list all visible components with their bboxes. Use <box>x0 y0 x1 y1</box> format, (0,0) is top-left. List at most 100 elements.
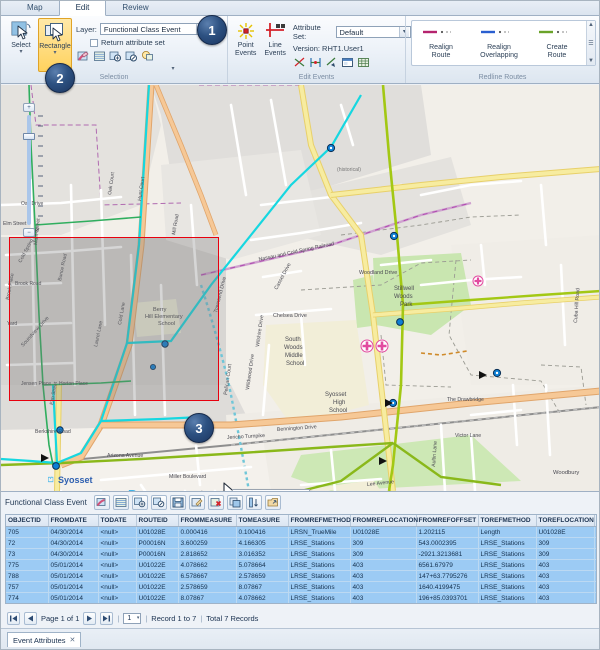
cell-tomeasure[interactable]: 0.100416 <box>236 526 289 538</box>
retire-event-icon[interactable] <box>325 55 339 69</box>
map-canvas[interactable]: Main Street Cold Spring Road Brook Road … <box>1 85 599 491</box>
cell-frommeasure[interactable]: 8.07867 <box>178 592 237 603</box>
scroll-down-icon[interactable]: ▼ <box>588 58 594 64</box>
tab-review[interactable]: Review <box>122 3 149 12</box>
next-page-button[interactable] <box>83 611 97 625</box>
cell-todate[interactable]: <null> <box>98 570 137 582</box>
chevron-down-icon[interactable]: ▾ <box>171 66 175 72</box>
cell-frommeasure[interactable]: 2.818652 <box>178 548 237 560</box>
cell-torefoffset[interactable]: 328.0839895 <box>594 526 596 538</box>
zoom-in-button[interactable]: + <box>23 103 35 112</box>
event-table-icon[interactable] <box>341 55 355 69</box>
cell-fromrefoffset[interactable]: 196+85.0393701 <box>416 592 479 603</box>
cell-routeid[interactable]: P00016N <box>136 537 179 549</box>
cell-fromrefmethod[interactable]: LRSE_Stations <box>288 570 351 582</box>
edit-icon[interactable] <box>188 494 205 510</box>
cell-torefmethod[interactable]: LRSE_Stations <box>478 570 537 582</box>
column-header-fromreflocation[interactable]: FROMREFLOCATION <box>350 515 418 527</box>
page-number-input[interactable]: 1 ▾ <box>123 612 142 624</box>
close-icon[interactable]: ✕ <box>69 637 76 644</box>
cell-fromreflocation[interactable]: 403 <box>350 559 417 571</box>
cell-frommeasure[interactable]: 6.578667 <box>178 570 237 582</box>
delete-row-icon[interactable] <box>207 494 224 510</box>
cell-toreflocation[interactable]: 309 <box>536 548 595 560</box>
layer-combo[interactable]: Functional Class Event ▾ <box>99 23 208 35</box>
clear-selection-icon[interactable] <box>76 49 90 63</box>
cell-toreflocation[interactable]: 403 <box>536 592 595 603</box>
chevron-down-icon[interactable]: ▾ <box>398 27 409 37</box>
cell-fromreflocation[interactable]: 309 <box>350 537 417 549</box>
cell-tomeasure[interactable]: 3.016352 <box>236 548 289 560</box>
cell-fromrefoffset[interactable]: 6561.67979 <box>416 559 479 571</box>
cell-fromrefmethod[interactable]: LRSE_Stations <box>288 592 351 603</box>
column-header-fromrefmethod[interactable]: FROMREFMETHOD <box>288 515 351 527</box>
cell-fromreflocation[interactable]: 403 <box>350 570 417 582</box>
select-tool-button[interactable]: Select ▾ <box>4 18 38 72</box>
zoom-slider[interactable]: + − <box>23 103 35 237</box>
cell-objectid[interactable]: 73 <box>6 548 49 560</box>
attribute-grid-icon[interactable] <box>357 55 371 69</box>
cell-routeid[interactable]: U01028E <box>136 526 179 538</box>
cell-routeid[interactable]: U01022E <box>136 581 179 593</box>
gallery-expand-icon[interactable]: ☰ <box>588 40 594 47</box>
cell-routeid[interactable]: U01022E <box>136 559 179 571</box>
cell-fromrefoffset[interactable]: 147+63.7795276 <box>416 570 479 582</box>
cell-objectid[interactable]: 788 <box>6 570 49 582</box>
cell-todate[interactable]: <null> <box>98 592 137 603</box>
cell-torefoffset[interactable]: -1372.7007874 <box>594 548 596 560</box>
column-header-fromdate[interactable]: FROMDATE <box>48 515 99 527</box>
cell-fromdate[interactable]: 05/01/2014 <box>48 592 99 603</box>
zoom-to-selection-icon[interactable] <box>108 49 122 63</box>
cell-fromreflocation[interactable]: 403 <box>350 581 417 593</box>
cell-objectid[interactable]: 705 <box>6 526 49 538</box>
previous-page-button[interactable] <box>24 611 37 625</box>
cell-toreflocation[interactable]: 403 <box>536 570 595 582</box>
column-header-torefmethod[interactable]: TOREFMETHOD <box>478 515 537 527</box>
cell-torefoffset[interactable]: 6561.67979 <box>594 592 596 603</box>
split-event-icon[interactable] <box>293 55 307 69</box>
column-header-fromrefoffset[interactable]: FROMREFOFFSET <box>416 515 479 527</box>
attributes-grid[interactable]: OBJECTID FROMDATE TODATE ROUTEID FROMMEA… <box>5 514 597 604</box>
cell-fromrefmethod[interactable]: LRSN_TrueMile <box>288 526 351 538</box>
sort-icon[interactable] <box>245 494 262 510</box>
merge-event-icon[interactable] <box>309 55 323 69</box>
cell-fromrefmethod[interactable]: LRSE_Stations <box>288 537 351 549</box>
cell-routeid[interactable]: P00016N <box>136 548 179 560</box>
cell-torefmethod[interactable]: LRSE_Stations <box>478 581 537 593</box>
cell-torefmethod[interactable]: LRSE_Stations <box>478 537 537 549</box>
cell-tomeasure[interactable]: 5.078664 <box>236 559 289 571</box>
cell-todate[interactable]: <null> <box>98 526 137 538</box>
cell-toreflocation[interactable]: 309 <box>536 537 595 549</box>
copy-icon[interactable] <box>226 494 243 510</box>
column-header-objectid[interactable]: OBJECTID <box>6 515 49 527</box>
cell-fromreflocation[interactable]: U01028E <box>350 526 417 538</box>
return-attribute-set-checkbox[interactable] <box>90 38 98 47</box>
cell-todate[interactable]: <null> <box>98 548 137 560</box>
scroll-up-icon[interactable]: ▲ <box>588 22 594 28</box>
selection-rectangle[interactable] <box>9 237 219 401</box>
cell-fromdate[interactable]: 04/30/2014 <box>48 537 99 549</box>
column-header-torefoffset[interactable]: TOREFOFFSET <box>594 515 596 527</box>
table-row[interactable]: 775 05/01/2014 <null> U01022E 4.078662 5… <box>6 559 596 571</box>
cell-fromrefmethod[interactable]: LRSE_Stations <box>288 548 351 560</box>
cell-toreflocation[interactable]: 403 <box>536 559 595 571</box>
select-all-icon[interactable] <box>112 494 129 510</box>
cell-fromdate[interactable]: 05/01/2014 <box>48 581 99 593</box>
return-attribute-set-row[interactable]: Return attribute set <box>90 38 212 47</box>
cell-frommeasure[interactable]: 3.600259 <box>178 537 237 549</box>
cell-frommeasure[interactable]: 0.000416 <box>178 526 237 538</box>
cell-fromdate[interactable]: 05/01/2014 <box>48 570 99 582</box>
cell-torefoffset[interactable]: 1640.4199475 <box>594 570 596 582</box>
cell-tomeasure[interactable]: 8.07867 <box>236 581 289 593</box>
pan-to-selection-icon[interactable] <box>124 49 138 63</box>
cell-routeid[interactable]: U01022E <box>136 570 179 582</box>
first-page-button[interactable] <box>7 611 20 625</box>
cell-tomeasure[interactable]: 2.578659 <box>236 570 289 582</box>
clear-selection-icon[interactable] <box>93 494 110 510</box>
column-header-toreflocation[interactable]: TOREFLOCATION <box>536 515 595 527</box>
realign-overlapping-button[interactable]: Realign Overlapping <box>470 21 528 65</box>
chevron-down-icon[interactable]: ▾ <box>19 49 23 55</box>
zoom-thumb[interactable] <box>23 133 35 140</box>
table-row[interactable]: 757 05/01/2014 <null> U01022E 2.578659 8… <box>6 581 596 593</box>
table-row[interactable]: 774 05/01/2014 <null> U01022E 8.07867 4.… <box>6 592 596 603</box>
